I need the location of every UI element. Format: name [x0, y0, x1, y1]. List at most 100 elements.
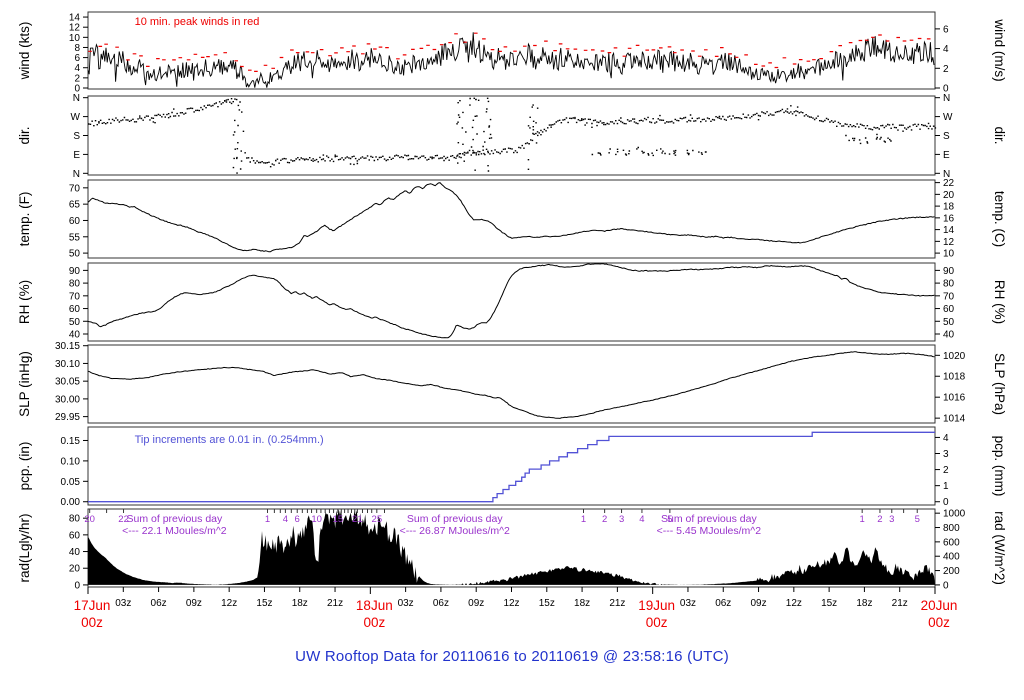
ytick-label-left-temp: 60	[69, 216, 81, 227]
rad-mj-label: 2	[602, 514, 607, 525]
rad-sum-annotation: Sum of previous day	[127, 513, 223, 525]
ylabel-right-rad: rad (W/m^2)	[992, 511, 1007, 585]
rad-mj-label: 1	[860, 514, 865, 525]
ytick-label-right-dir: E	[943, 150, 950, 161]
ytick-label-right-rad: 800	[943, 523, 960, 534]
ytick-label-left-dir: S	[73, 131, 80, 142]
ylabel-right-wind: wind (m/s)	[992, 18, 1007, 81]
ylabel-left-pcp: pcp. (in)	[17, 442, 32, 491]
ytick-label-left-slp: 30.05	[55, 377, 80, 388]
xtick-label-minor: 12z	[786, 598, 802, 609]
ytick-label-left-slp: 29.95	[55, 412, 80, 423]
ylabel-left-rad: rad(Lgly/hr)	[17, 513, 32, 582]
xtick-label-minor: 15z	[256, 598, 272, 609]
ytick-label-left-rad: 0	[74, 580, 80, 591]
ytick-label-right-rh: 70	[943, 291, 955, 302]
xtick-label-minor: 06z	[151, 598, 167, 609]
rad-mj-label: 4	[283, 514, 288, 525]
wind-annotation: 10 min. peak winds in red	[135, 16, 260, 28]
ytick-label-left-pcp: 0.05	[61, 477, 81, 488]
xtick-label-minor: 21z	[892, 598, 908, 609]
rad-mj-label: 3	[889, 514, 894, 525]
xtick-label-minor: 15z	[539, 598, 555, 609]
rad-mj-label: 6	[295, 514, 300, 525]
xtick-label-minor: 18z	[292, 598, 308, 609]
figure-title: UW Rooftop Data for 20110616 to 20110619…	[295, 648, 729, 665]
xtick-label-minor: 09z	[468, 598, 484, 609]
wind-peaks	[88, 32, 931, 72]
ytick-label-left-wind: 2	[74, 73, 80, 84]
ytick-label-left-rh: 80	[69, 279, 81, 290]
ytick-label-right-rad: 200	[943, 566, 960, 577]
xtick-label-hour: 00z	[646, 615, 668, 630]
xtick-label-minor: 12z	[221, 598, 237, 609]
ylabel-left-wind: wind (kts)	[17, 22, 32, 81]
ytick-label-right-wind: 6	[943, 24, 949, 35]
ylabel-left-temp: temp. (F)	[17, 192, 32, 247]
slp-trace	[87, 351, 935, 419]
rad-mj-label: 1	[581, 514, 586, 525]
ylabel-left-rh: RH (%)	[17, 280, 32, 324]
ytick-label-left-rh: 70	[69, 291, 81, 302]
panel-temp	[87, 179, 936, 259]
xtick-label-minor: 21z	[327, 598, 343, 609]
temp-trace	[87, 182, 935, 253]
pcp-trace	[88, 431, 935, 503]
ylabel-right-rh: RH (%)	[992, 280, 1007, 324]
ytick-label-left-wind: 12	[69, 23, 81, 34]
ytick-label-right-pcp: 2	[943, 465, 949, 476]
ytick-label-right-temp: 10	[943, 249, 955, 260]
ytick-label-left-pcp: 0.10	[61, 456, 81, 467]
xtick-label-hour: 00z	[363, 615, 385, 630]
xtick-label-minor: 09z	[750, 598, 766, 609]
xtick-label-minor: 06z	[433, 598, 449, 609]
ytick-label-right-temp: 12	[943, 237, 955, 248]
ytick-label-left-pcp: 0.00	[61, 497, 81, 508]
ytick-label-right-wind: 2	[943, 64, 949, 75]
ytick-label-left-rad: 20	[69, 564, 81, 575]
xtick-label-minor: 18z	[574, 598, 590, 609]
rad-sum-annotation: Sum of previous day	[407, 513, 503, 525]
ytick-label-right-pcp: 3	[943, 449, 949, 460]
ytick-label-right-rh: 50	[943, 317, 955, 328]
ytick-label-left-dir: E	[73, 150, 80, 161]
xtick-label-hour: 00z	[928, 615, 950, 630]
ytick-label-left-rh: 90	[69, 266, 81, 277]
ytick-label-left-rad: 80	[69, 514, 81, 525]
ytick-label-right-temp: 22	[943, 178, 955, 189]
ytick-label-right-rad: 600	[943, 537, 960, 548]
ytick-label-left-temp: 65	[69, 200, 81, 211]
dir-scatter	[88, 97, 937, 174]
ytick-label-right-rh: 40	[943, 330, 955, 341]
ytick-label-right-rad: 0	[943, 580, 949, 591]
ytick-label-left-dir: W	[71, 112, 81, 123]
pcp-annotation: Tip increments are 0.01 in. (0.254mm.)	[135, 434, 324, 446]
ytick-label-right-dir: N	[943, 169, 950, 180]
ytick-label-right-temp: 14	[943, 225, 955, 236]
ylabel-right-pcp: pcp. (mm)	[992, 436, 1007, 497]
panel-rh	[87, 262, 936, 342]
ytick-label-left-rh: 40	[69, 330, 81, 341]
ytick-label-right-pcp: 4	[943, 433, 949, 444]
xtick-label-minor: 15z	[821, 598, 837, 609]
ytick-label-left-dir: N	[73, 169, 80, 180]
panel-slp	[87, 344, 936, 424]
ytick-label-right-rh: 90	[943, 266, 955, 277]
ylabel-left-slp: SLP (inHg)	[17, 351, 32, 417]
ytick-label-right-dir: N	[943, 93, 950, 104]
ytick-label-right-slp: 1014	[943, 414, 966, 425]
rad-mj-label: 21	[352, 514, 363, 525]
ytick-label-right-dir: S	[943, 131, 950, 142]
ytick-label-right-slp: 1020	[943, 351, 966, 362]
ytick-label-right-wind: 4	[943, 44, 949, 55]
rad-mj-label: 5	[667, 514, 672, 525]
ytick-label-left-slp: 30.15	[55, 341, 80, 352]
ytick-label-left-rad: 40	[69, 547, 81, 558]
ytick-label-right-wind: 0	[943, 83, 949, 94]
ytick-label-right-pcp: 0	[943, 497, 949, 508]
ytick-label-left-rh: 50	[69, 317, 81, 328]
ytick-label-left-dir: N	[73, 93, 80, 104]
panel-dir	[87, 95, 936, 176]
rad-mj-label: 15	[333, 514, 344, 525]
ylabel-right-dir: dir.	[992, 126, 1007, 144]
